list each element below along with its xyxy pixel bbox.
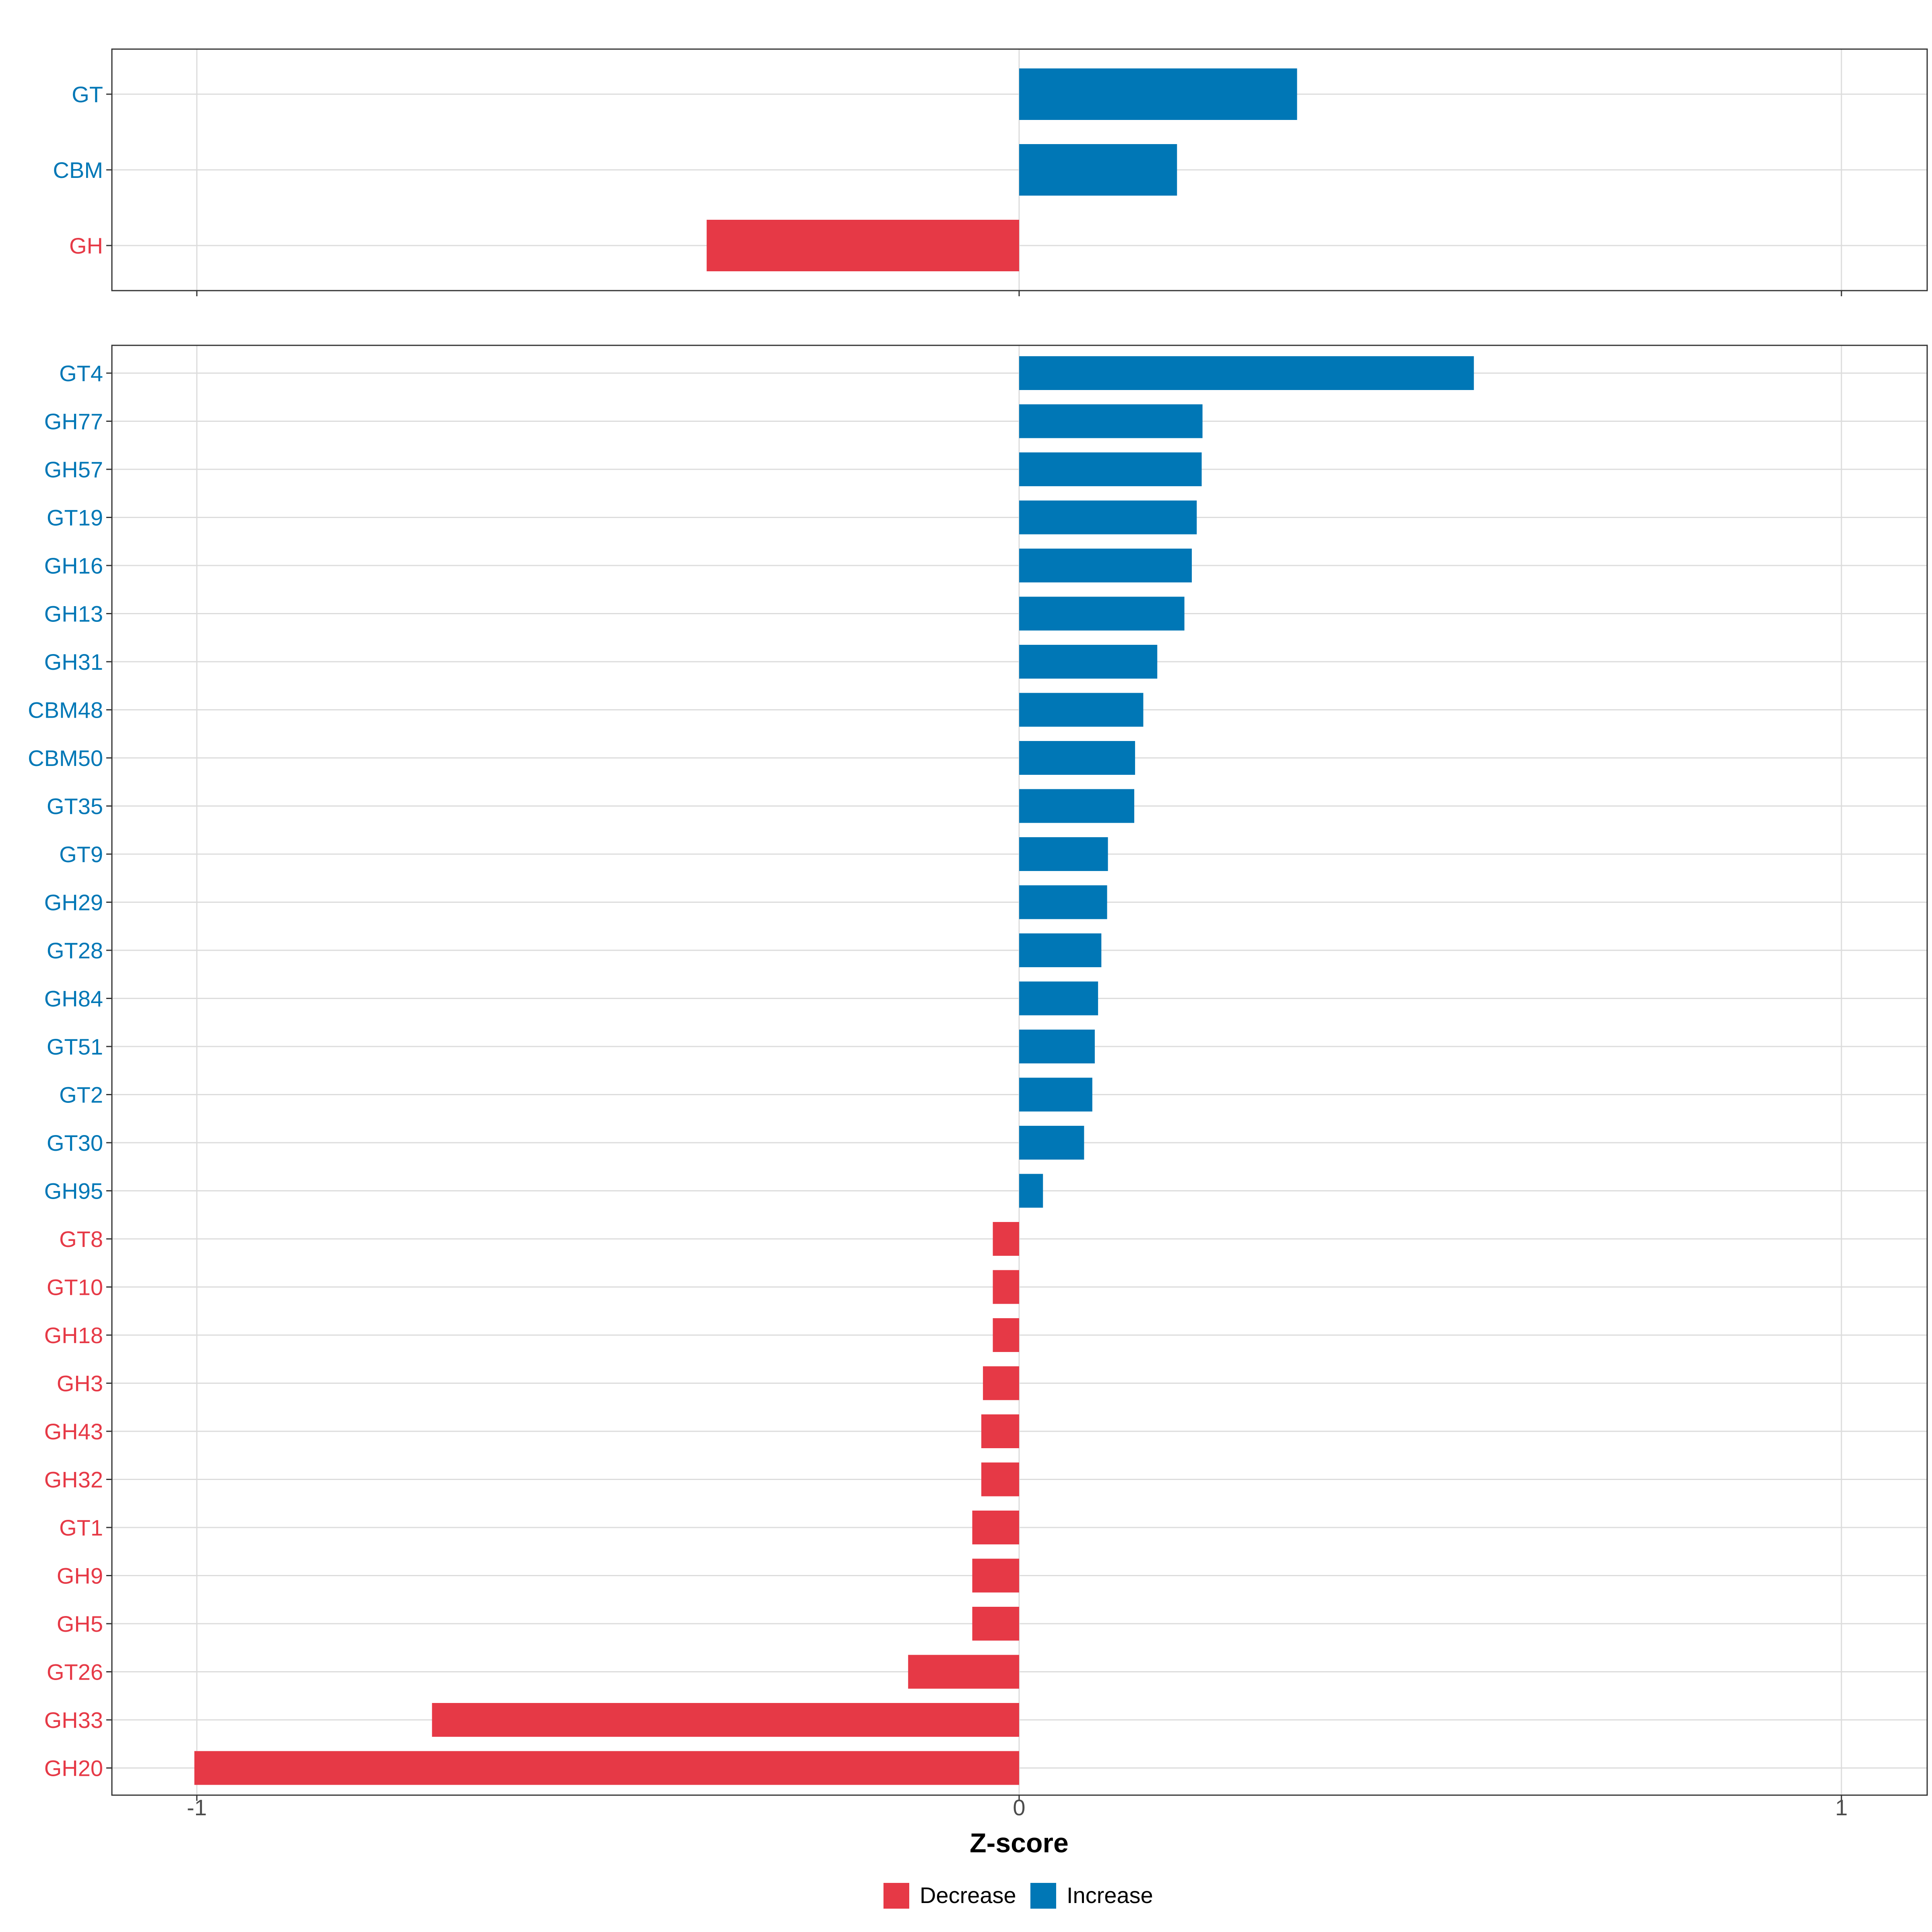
y-tick-label: GH18 — [44, 1323, 103, 1348]
bar-gt4 — [1019, 356, 1474, 390]
bar-cbm50 — [1019, 741, 1135, 775]
y-tick-label: CBM48 — [28, 698, 103, 723]
bar-gh5 — [972, 1607, 1019, 1641]
bar-cbm48 — [1019, 693, 1144, 727]
y-tick-label: GH31 — [44, 649, 103, 675]
y-tick-label: GH32 — [44, 1467, 103, 1492]
y-tick-label: GT — [72, 82, 103, 107]
y-tick-label: GH16 — [44, 553, 103, 578]
y-tick-label: GT4 — [59, 361, 103, 386]
bar-gh3 — [983, 1366, 1019, 1400]
panel-class: GT CBM GH — [53, 48, 1928, 296]
y-tick-label: GT8 — [59, 1226, 103, 1252]
bar-gh31 — [1019, 645, 1158, 679]
bar-gt26 — [908, 1655, 1019, 1689]
bar-gh32 — [981, 1462, 1019, 1496]
y-tick-label: GH5 — [57, 1611, 103, 1637]
bar-gt — [1019, 68, 1297, 120]
legend-swatch-increase — [1030, 1883, 1056, 1909]
x-tick-label: -1 — [187, 1795, 207, 1820]
bar-gt30 — [1019, 1126, 1084, 1160]
bar-gh18 — [993, 1318, 1019, 1352]
bar-gh29 — [1019, 885, 1107, 919]
y-tick-label: GH33 — [44, 1707, 103, 1733]
x-tick-label: 0 — [1013, 1795, 1025, 1820]
bar-gt2 — [1019, 1077, 1092, 1112]
panel-family: GT4 GH77 GH57 GT19 GH16 GH13 GH31 CBM48 CBM50 GT3… — [28, 345, 1928, 1801]
bar-cbm — [1019, 144, 1177, 196]
bar-gh13 — [1019, 597, 1185, 631]
y-tick-label: GH29 — [44, 890, 103, 915]
y-tick-label: GH57 — [44, 457, 103, 482]
y-tick-label: GH77 — [44, 409, 103, 434]
y-tick-label: GH20 — [44, 1756, 103, 1781]
y-tick-label: GT28 — [47, 938, 103, 963]
y-tick-label: GT1 — [59, 1515, 103, 1540]
y-tick-label: GH84 — [44, 986, 103, 1011]
bar-gt35 — [1019, 789, 1135, 823]
y-tick-label: GH13 — [44, 601, 103, 627]
bar-gh — [706, 220, 1019, 271]
legend: Decrease Increase — [883, 1882, 1153, 1909]
bar-gh9 — [972, 1558, 1019, 1593]
bar-gt19 — [1019, 500, 1197, 535]
bar-gt8 — [993, 1222, 1019, 1256]
bar-gh77 — [1019, 404, 1203, 438]
bar-gt10 — [993, 1270, 1019, 1304]
bar-gh57 — [1019, 452, 1202, 486]
legend-swatch-decrease — [883, 1883, 909, 1909]
bar-gh20 — [194, 1751, 1019, 1785]
x-tick-label: 1 — [1835, 1795, 1847, 1820]
y-tick-label: GT10 — [47, 1275, 103, 1300]
bar-gt28 — [1019, 933, 1102, 967]
y-tick-label: GT19 — [47, 505, 103, 530]
y-tick-label: GT2 — [59, 1082, 103, 1108]
bar-gh43 — [981, 1414, 1019, 1448]
bar-gt9 — [1019, 837, 1108, 871]
y-tick-label: GH3 — [57, 1371, 103, 1396]
x-axis-title: Z-score — [970, 1828, 1069, 1858]
y-tick-label: GT26 — [47, 1660, 103, 1685]
y-tick-label: GH95 — [44, 1179, 103, 1204]
bar-gt1 — [972, 1511, 1019, 1544]
y-tick-label: GH9 — [57, 1563, 103, 1589]
bar-gh33 — [432, 1703, 1019, 1737]
y-tick-label: GT35 — [47, 794, 103, 819]
y-tick-label: GT51 — [47, 1034, 103, 1059]
y-tick-label: GH — [69, 233, 103, 258]
bar-gt51 — [1019, 1030, 1095, 1063]
y-tick-label: CBM50 — [28, 745, 103, 771]
y-tick-label: GH43 — [44, 1419, 103, 1444]
y-tick-label: GT9 — [59, 842, 103, 867]
bar-gh16 — [1019, 549, 1192, 582]
bar-gh84 — [1019, 981, 1098, 1016]
x-axis: -1 0 1 — [187, 1795, 1847, 1820]
y-tick-label: GT30 — [47, 1130, 103, 1156]
y-tick-label: CBM — [53, 157, 103, 183]
legend-label-decrease: Decrease — [920, 1882, 1016, 1908]
bar-gh95 — [1019, 1174, 1043, 1208]
legend-label-increase: Increase — [1067, 1882, 1153, 1908]
